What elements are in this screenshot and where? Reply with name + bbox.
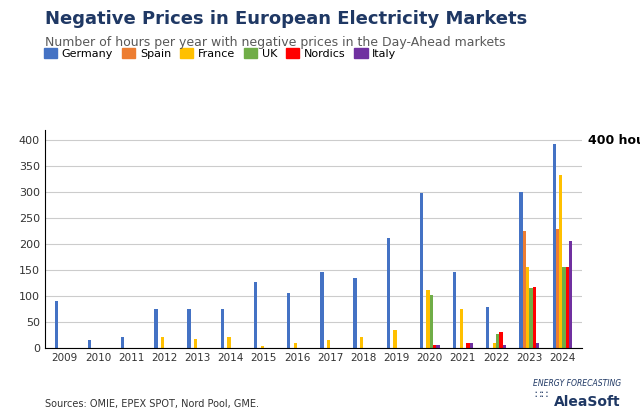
Bar [426, 290, 429, 348]
Text: Sources: OMIE, EPEX SPOT, Nord Pool, GME.: Sources: OMIE, EPEX SPOT, Nord Pool, GME… [45, 398, 259, 409]
Bar [194, 339, 198, 348]
Bar [287, 293, 291, 348]
Bar [420, 193, 423, 348]
Bar [526, 267, 529, 348]
Bar [486, 307, 490, 348]
Bar [360, 337, 364, 348]
Bar [121, 337, 124, 348]
Bar [519, 191, 523, 348]
Text: ENERGY FORECASTING: ENERGY FORECASTING [532, 379, 621, 388]
Text: Negative Prices in European Electricity Markets: Negative Prices in European Electricity … [45, 10, 527, 28]
Bar [327, 340, 330, 348]
Bar [496, 334, 499, 348]
Bar [221, 309, 224, 348]
Bar [433, 345, 436, 348]
Bar [254, 282, 257, 348]
Bar [188, 309, 191, 348]
Bar [566, 267, 569, 348]
Bar [536, 343, 540, 348]
Text: Number of hours per year with negative prices in the Day-Ahead markets: Number of hours per year with negative p… [45, 36, 506, 49]
Text: AleaSoft: AleaSoft [554, 395, 621, 409]
Bar [55, 301, 58, 348]
Bar [569, 241, 572, 348]
Bar [467, 343, 470, 348]
Bar [429, 295, 433, 348]
Bar [154, 309, 157, 348]
Bar [453, 272, 456, 348]
Legend: Germany, Spain, France, UK, Nordics, Italy: Germany, Spain, France, UK, Nordics, Ita… [40, 44, 401, 63]
Bar [387, 238, 390, 348]
Bar [552, 144, 556, 348]
Bar [493, 343, 496, 348]
Bar [294, 343, 297, 348]
Bar [88, 340, 92, 348]
Bar [227, 337, 230, 348]
Bar [499, 332, 503, 348]
Text: ∷∷: ∷∷ [534, 390, 548, 400]
Bar [460, 309, 463, 348]
Bar [470, 343, 473, 348]
Bar [556, 230, 559, 348]
Bar [353, 278, 356, 348]
Bar [260, 346, 264, 348]
Bar [563, 267, 566, 348]
Text: 400 hours: 400 hours [588, 134, 640, 147]
Bar [161, 337, 164, 348]
Bar [393, 330, 397, 348]
Bar [503, 345, 506, 348]
Bar [559, 175, 563, 348]
Bar [436, 345, 440, 348]
Bar [320, 272, 324, 348]
Bar [523, 231, 526, 348]
Bar [532, 287, 536, 348]
Bar [529, 288, 532, 348]
